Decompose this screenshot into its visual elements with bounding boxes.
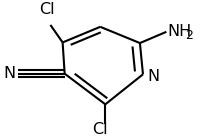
Text: NH: NH xyxy=(167,24,192,39)
Text: Cl: Cl xyxy=(40,2,55,17)
Text: N: N xyxy=(147,69,159,84)
Text: 2: 2 xyxy=(185,29,193,42)
Text: Cl: Cl xyxy=(92,122,108,137)
Text: N: N xyxy=(3,66,16,81)
